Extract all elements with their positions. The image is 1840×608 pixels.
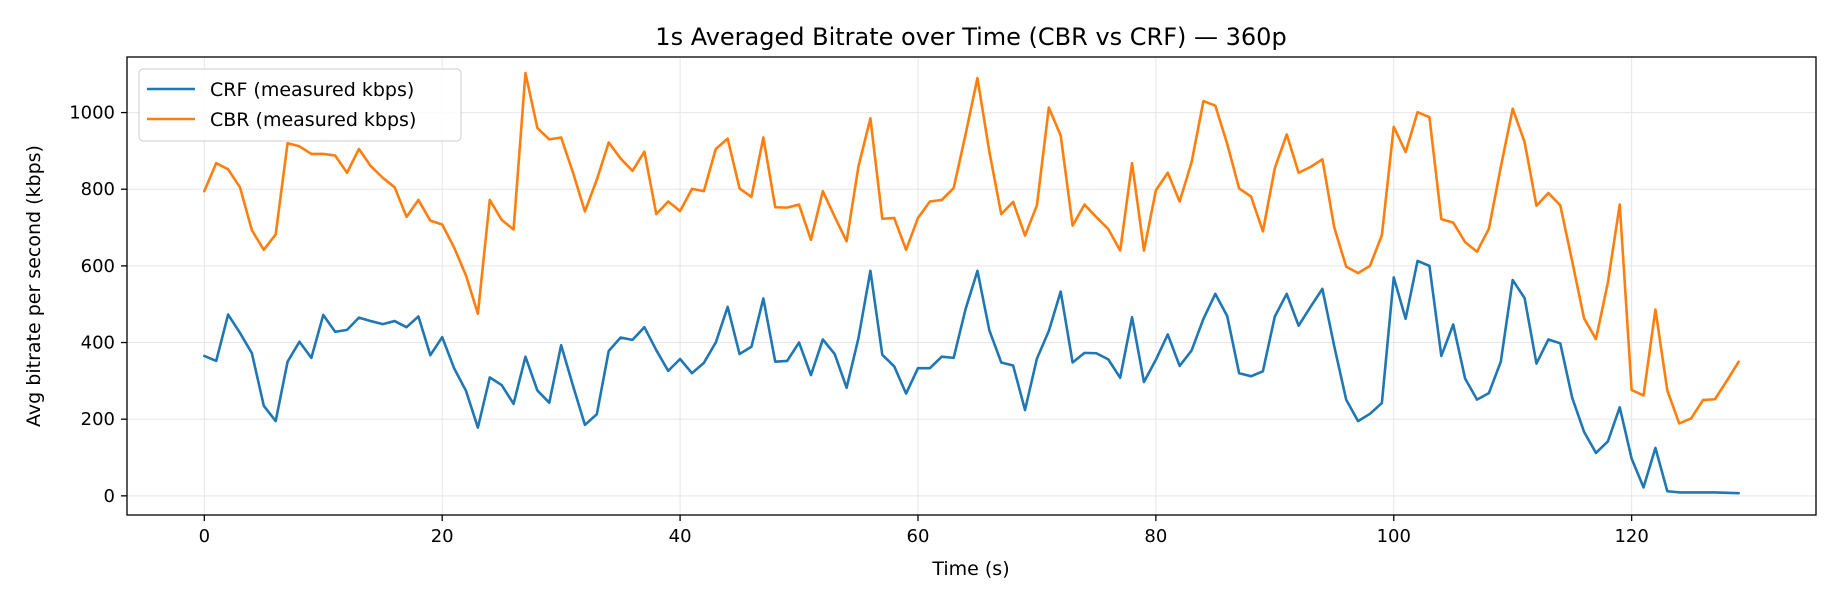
y-tick-label: 1000 xyxy=(69,103,115,124)
x-tick-label: 20 xyxy=(431,526,454,547)
y-tick-label: 0 xyxy=(104,486,115,507)
x-tick-label: 80 xyxy=(1144,526,1167,547)
y-axis-label: Avg bitrate per second (kbps) xyxy=(23,145,45,427)
y-tick-label: 600 xyxy=(81,256,115,277)
series-line-crf xyxy=(203,259,1740,495)
y-tick-label: 200 xyxy=(81,409,115,430)
legend-label-cbr: CBR (measured kbps) xyxy=(210,109,416,131)
x-tick-label: 40 xyxy=(669,526,692,547)
x-tick-label: 0 xyxy=(199,526,210,547)
chart-title: 1s Averaged Bitrate over Time (CBR vs CR… xyxy=(655,23,1286,51)
x-tick-label: 60 xyxy=(907,526,930,547)
x-tick-label: 120 xyxy=(1614,526,1648,547)
legend-label-crf: CRF (measured kbps) xyxy=(210,79,414,101)
x-axis-ticks: 0 20 40 60 80 100 120 xyxy=(199,515,1649,547)
x-axis-label: Time (s) xyxy=(931,558,1009,580)
series-line-cbr xyxy=(203,71,1740,425)
legend-box xyxy=(138,68,462,142)
y-tick-label: 800 xyxy=(81,179,115,200)
legend: CRF (measured kbps) CBR (measured kbps) xyxy=(138,68,462,142)
y-tick-label: 400 xyxy=(81,333,115,354)
plot-frame xyxy=(126,56,1817,516)
x-tick-label: 100 xyxy=(1377,526,1411,547)
series-lines xyxy=(203,71,1740,495)
y-axis-ticks: 0 200 400 600 800 1000 xyxy=(69,103,127,507)
